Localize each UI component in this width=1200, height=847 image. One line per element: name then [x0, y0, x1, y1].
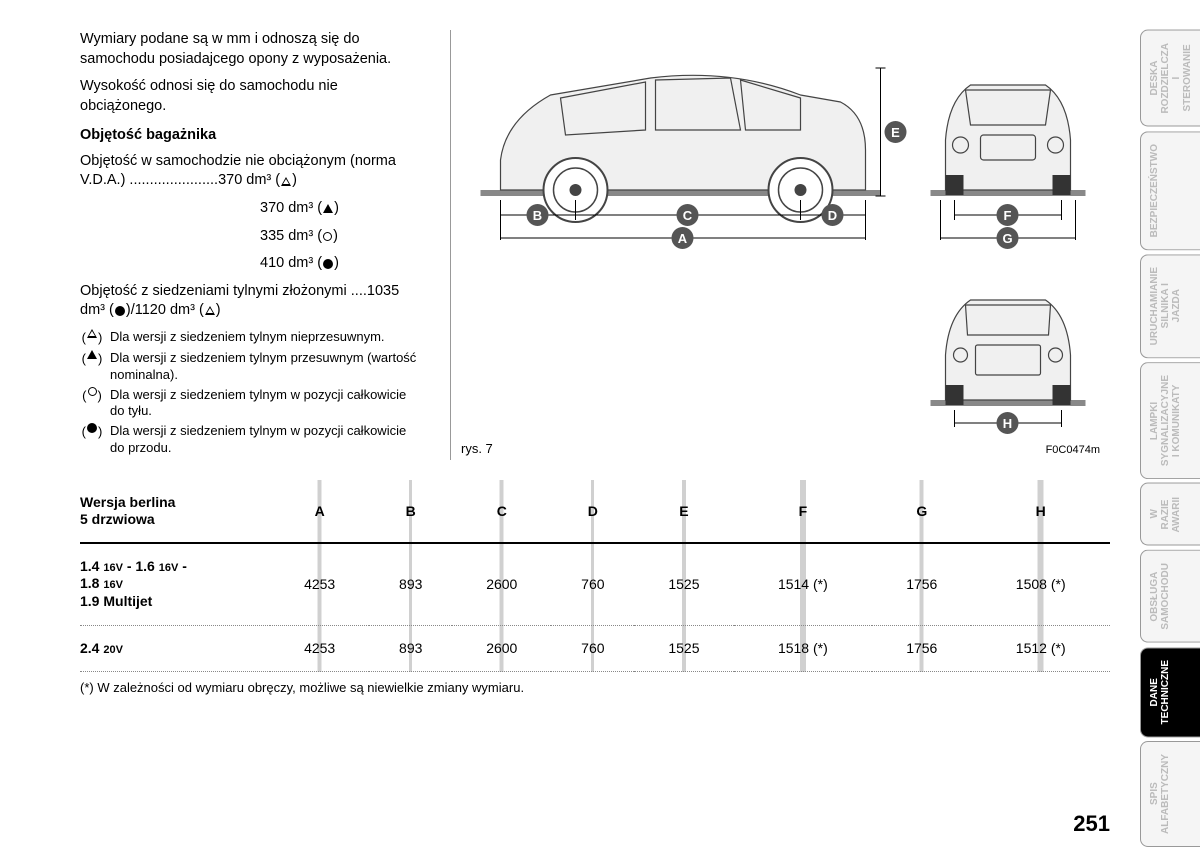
section-tab[interactable]: W RAZIE AWARII: [1140, 483, 1200, 546]
dimension-value: 2600: [452, 625, 551, 672]
figure-caption-right: F0C0474m: [1046, 444, 1100, 456]
section-tab[interactable]: DESKAROZDZIELCZAI STEROWANIE: [1140, 30, 1200, 127]
dimension-value: 1756: [872, 543, 971, 626]
dimension-value: 4253: [270, 625, 369, 672]
section-tab[interactable]: URUCHAMIANIESILNIKA I JAZDA: [1140, 254, 1200, 358]
dimension-figure: E B C D A: [450, 30, 1110, 460]
svg-text:F: F: [1004, 208, 1012, 223]
dimension-value: 4253: [270, 543, 369, 626]
cargo-v2: 370 dm³ (): [80, 199, 420, 219]
notes: ()Dla wersji z siedzeniem tylnym nieprze…: [80, 329, 420, 456]
dimension-value: 760: [551, 625, 634, 672]
dimension-value: 893: [369, 543, 452, 626]
section-tab[interactable]: LAMPKISYGNALIZACYJNEI KOMUNIKATY: [1140, 362, 1200, 479]
cargo-v3: 335 dm³ (): [80, 227, 420, 247]
dimension-value: 1514 (*): [734, 543, 873, 626]
intro-p1: Wymiary podane są w mm i odnoszą się do …: [80, 30, 420, 69]
dimension-value: 1756: [872, 625, 971, 672]
dimension-value: 1525: [634, 543, 733, 626]
cargo-v4: 410 dm³ (): [80, 254, 420, 274]
svg-text:A: A: [678, 231, 688, 246]
section-tab[interactable]: SPISALFABETYCZNY: [1140, 741, 1200, 847]
dimension-value: 2600: [452, 543, 551, 626]
engine-label: 2.4 20V: [80, 625, 270, 672]
section-tab[interactable]: OBSŁUGASAMOCHODU: [1140, 550, 1200, 643]
cargo-heading: Objętość bagażnika: [80, 126, 420, 146]
svg-text:G: G: [1002, 231, 1012, 246]
svg-text:B: B: [533, 208, 542, 223]
footnote: (*) W zależności od wymiaru obręczy, moż…: [80, 680, 1110, 695]
sidebar-tabs: DESKAROZDZIELCZAI STEROWANIEBEZPIECZEŃST…: [1140, 0, 1200, 847]
dimension-value: 1512 (*): [971, 625, 1110, 672]
svg-text:H: H: [1003, 416, 1012, 431]
svg-text:D: D: [828, 208, 837, 223]
dimension-value: 1525: [634, 625, 733, 672]
svg-text:C: C: [683, 208, 693, 223]
svg-text:E: E: [891, 125, 900, 140]
section-tab[interactable]: BEZPIECZEŃSTWO: [1140, 131, 1200, 250]
cargo-line1: Objętość w samochodzie nie obciążonym (n…: [80, 152, 420, 191]
table-row: 1.4 16V - 1.6 16V -1.8 16V1.9 Multijet42…: [80, 543, 1110, 626]
engine-label: 1.4 16V - 1.6 16V -1.8 16V1.9 Multijet: [80, 543, 270, 626]
dimension-value: 1508 (*): [971, 543, 1110, 626]
table-row: 2.4 20V4253893260076015251518 (*)1756151…: [80, 625, 1110, 672]
text-block: Wymiary podane są w mm i odnoszą się do …: [80, 30, 420, 460]
intro-p2: Wysokość odnosi się do samochodu nie obc…: [80, 77, 420, 116]
dimensions-table: Wersja berlina5 drzwiowa A B C D E F G H…: [80, 480, 1110, 672]
dimension-value: 1518 (*): [734, 625, 873, 672]
dimension-value: 893: [369, 625, 452, 672]
section-tab[interactable]: DANE TECHNICZNE: [1140, 647, 1200, 737]
figure-caption-left: rys. 7: [461, 441, 493, 456]
cargo-folded: Objętość z siedzeniami tylnymi złożonymi…: [80, 282, 420, 321]
table-title: Wersja berlina5 drzwiowa: [80, 480, 270, 543]
page-number: 251: [1073, 811, 1110, 837]
dimension-value: 760: [551, 543, 634, 626]
